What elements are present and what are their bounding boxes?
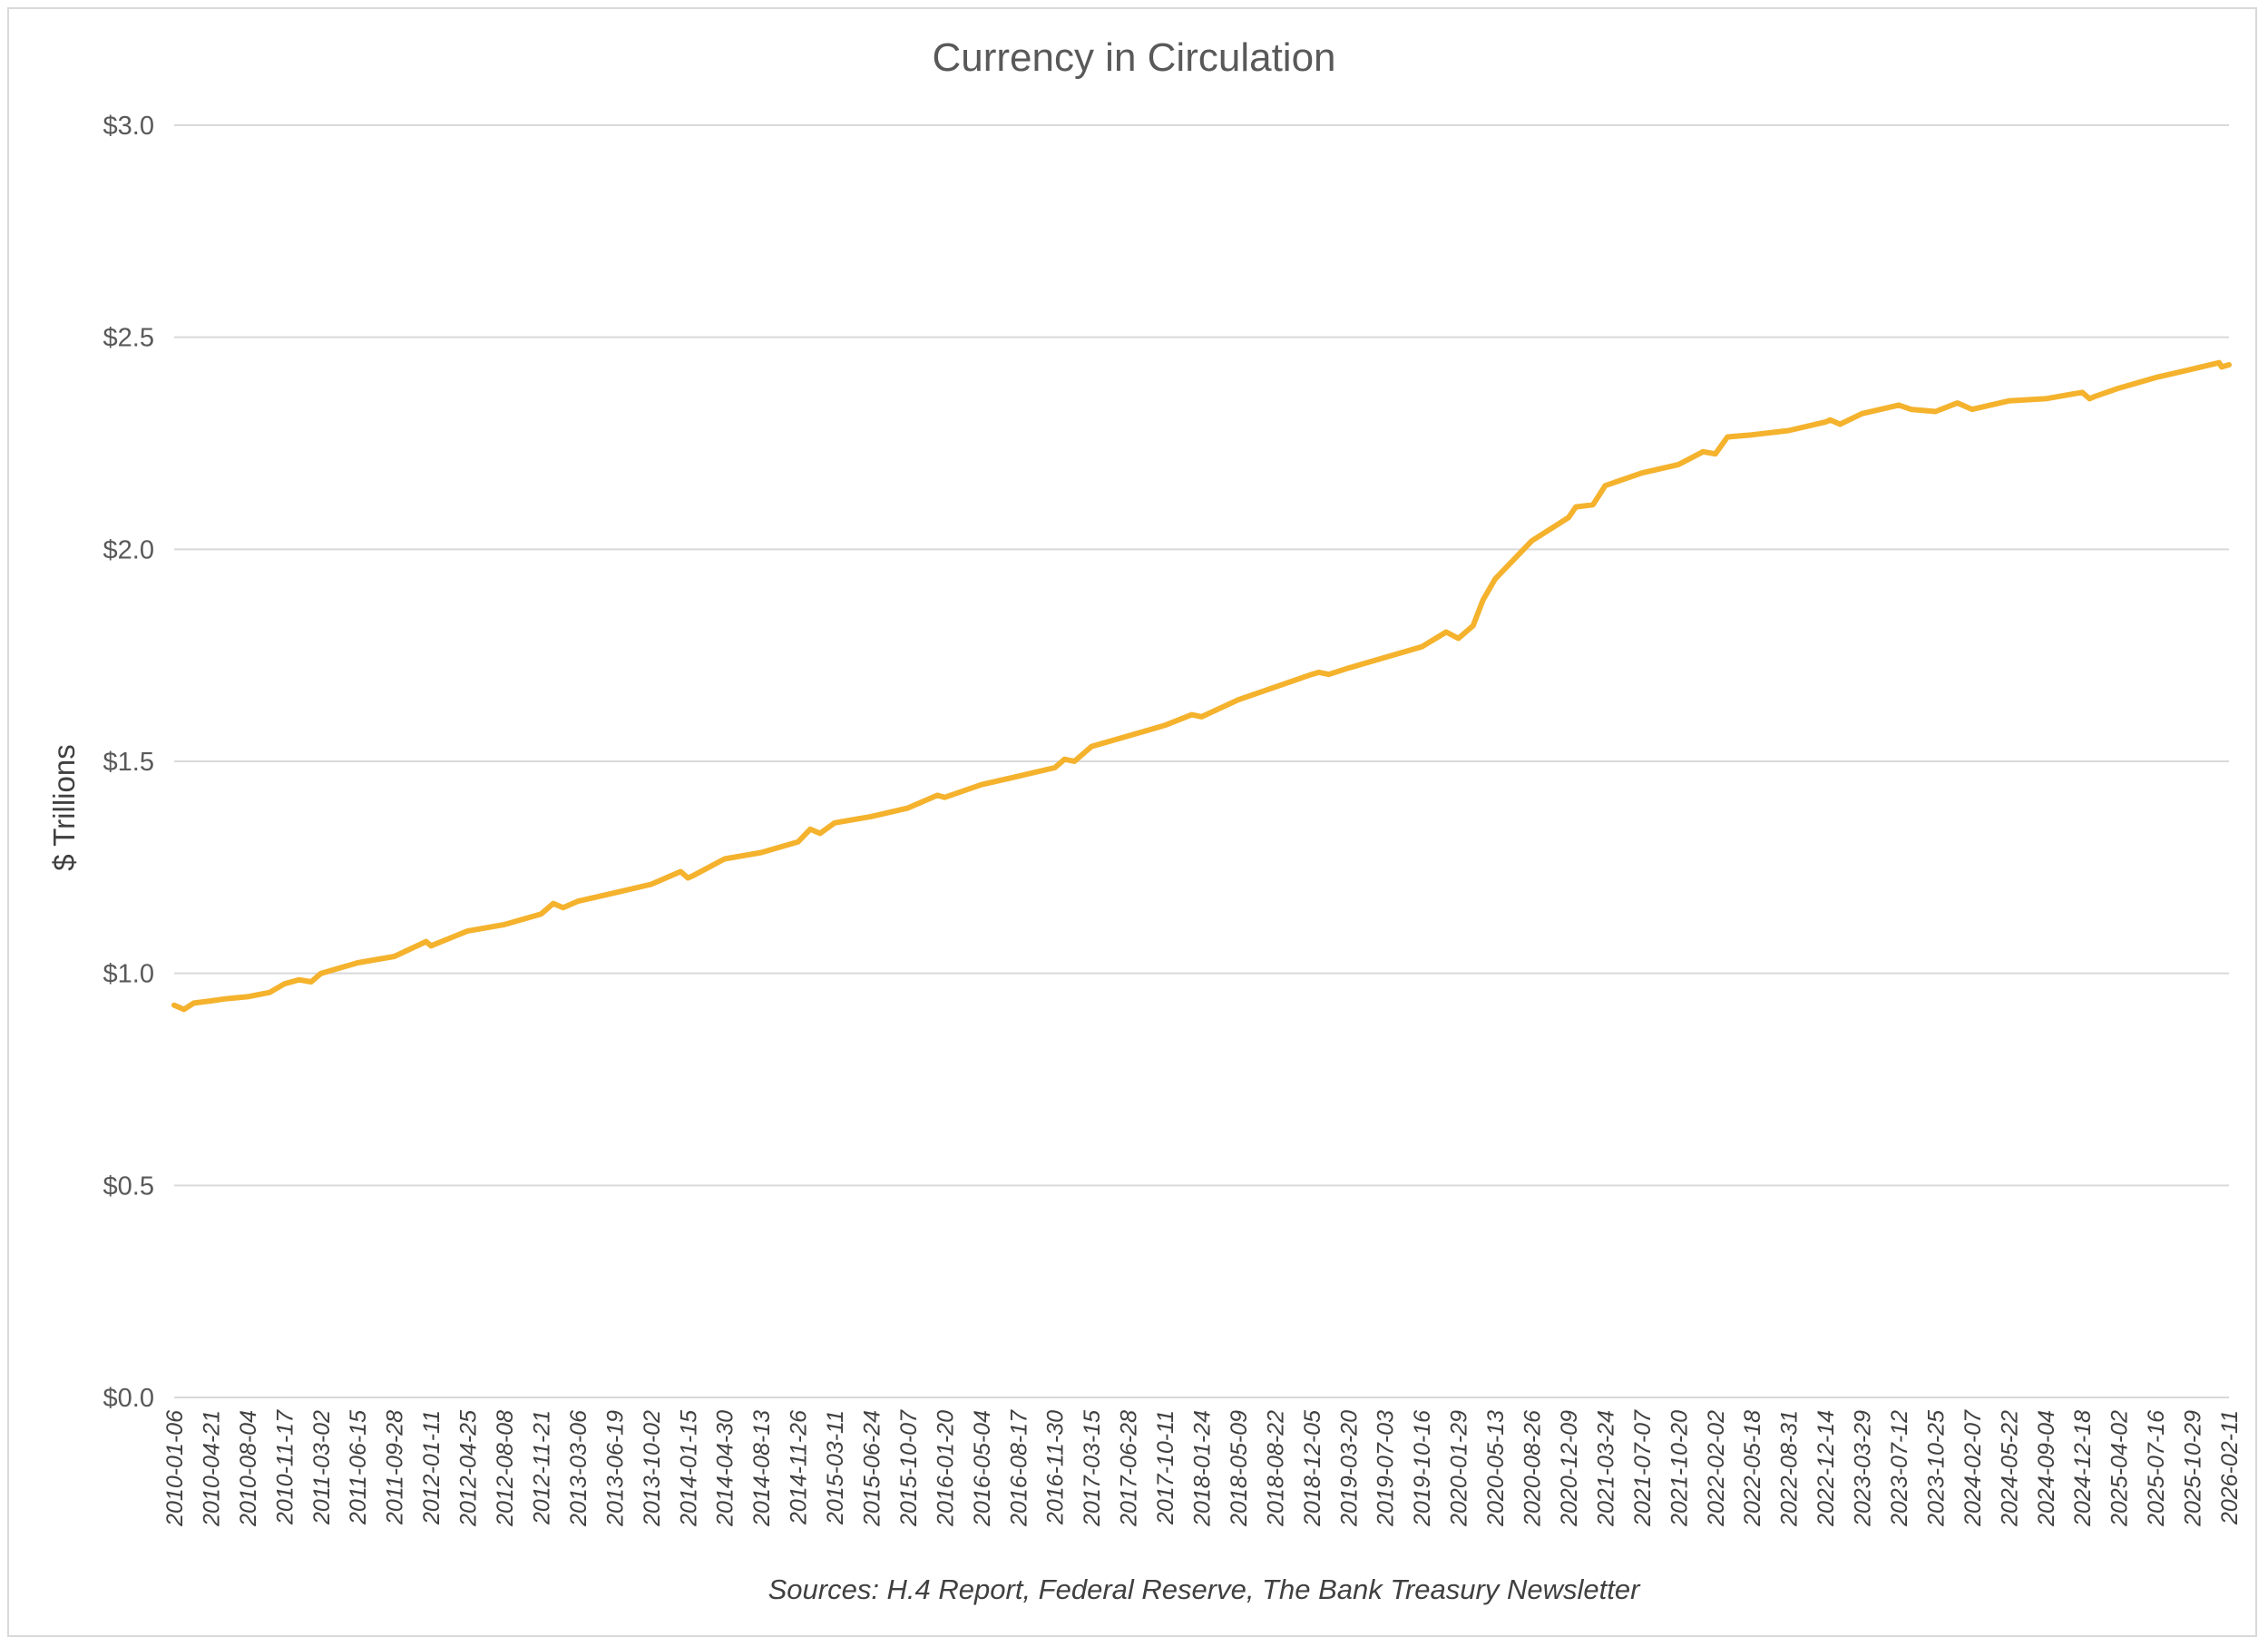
x-tick-label: 2016-08-17 bbox=[1006, 1409, 1031, 1527]
y-tick-label: $2.5 bbox=[103, 324, 154, 353]
x-tick-label: 2022-08-31 bbox=[1777, 1410, 1803, 1527]
x-tick-label: 2013-06-19 bbox=[602, 1410, 628, 1527]
x-tick-label: 2023-10-25 bbox=[1923, 1410, 1949, 1527]
x-tick-label: 2010-04-21 bbox=[199, 1410, 224, 1527]
y-tick-label: $1.0 bbox=[103, 960, 154, 989]
series-line bbox=[171, 359, 2232, 1013]
x-tick-label: 2011-06-15 bbox=[346, 1410, 371, 1525]
x-tick-label: 2014-11-26 bbox=[787, 1410, 812, 1525]
x-tick-label: 2025-07-16 bbox=[2144, 1410, 2169, 1527]
x-tick-label: 2015-06-24 bbox=[859, 1410, 885, 1527]
x-tick-label: 2016-11-30 bbox=[1043, 1410, 1069, 1525]
y-tick-label: $3.0 bbox=[103, 112, 154, 141]
x-tick-label: 2019-10-16 bbox=[1410, 1410, 1435, 1527]
x-tick-label: 2016-05-04 bbox=[970, 1410, 995, 1527]
x-tick-label: 2026-02-11 bbox=[2217, 1410, 2243, 1525]
x-tick-label: 2017-10-11 bbox=[1153, 1410, 1178, 1525]
x-tick-label: 2012-08-08 bbox=[493, 1410, 518, 1527]
x-tick-label: 2015-03-11 bbox=[823, 1410, 848, 1525]
x-tick-label: 2019-07-03 bbox=[1374, 1410, 1399, 1527]
x-tick-label: 2022-12-14 bbox=[1813, 1410, 1839, 1527]
y-tick-label: $1.5 bbox=[103, 748, 154, 777]
x-tick-label: 2025-04-02 bbox=[2107, 1410, 2133, 1527]
x-tick-label: 2014-08-13 bbox=[749, 1410, 775, 1527]
y-axis-label: $ Trillions bbox=[47, 744, 81, 870]
y-tick-label: $2.0 bbox=[103, 535, 154, 564]
x-tick-label: 2010-08-04 bbox=[236, 1410, 261, 1527]
x-tick-label: 2011-03-02 bbox=[309, 1410, 335, 1525]
x-tick-label: 2014-04-30 bbox=[713, 1410, 738, 1527]
x-tick-label: 2010-11-17 bbox=[272, 1409, 298, 1525]
x-tick-label: 2023-07-12 bbox=[1887, 1410, 1912, 1527]
series-layer bbox=[171, 359, 2232, 1013]
x-tick-label: 2025-10-29 bbox=[2181, 1410, 2206, 1527]
x-tick-label: 2016-01-20 bbox=[933, 1410, 958, 1527]
y-tick-label: $0.0 bbox=[103, 1384, 154, 1413]
x-axis-ticks: 2010-01-06 2010-04-21 2010-08-04 2010-11-17… bbox=[162, 1409, 2243, 1527]
x-tick-label: 2020-05-13 bbox=[1483, 1410, 1509, 1527]
x-tick-label: 2020-12-09 bbox=[1557, 1410, 1582, 1527]
x-tick-label: 2018-08-22 bbox=[1263, 1410, 1288, 1527]
x-tick-label: 2017-06-28 bbox=[1117, 1410, 1142, 1527]
chart-frame: Currency in Circulation $0.0 $0.5 $1.0 $1.5… bbox=[7, 7, 2257, 1637]
x-tick-label: 2020-08-26 bbox=[1520, 1410, 1546, 1527]
x-tick-label: 2021-10-20 bbox=[1667, 1410, 1692, 1527]
x-tick-label: 2024-09-04 bbox=[2034, 1410, 2059, 1527]
y-tick-label: $0.5 bbox=[103, 1172, 154, 1201]
gridlines bbox=[174, 124, 2229, 1398]
x-tick-label: 2014-01-15 bbox=[676, 1410, 701, 1527]
x-tick-label: 2020-01-29 bbox=[1447, 1410, 1472, 1527]
chart-title: Currency in Circulation bbox=[932, 35, 1335, 80]
x-tick-label: 2018-05-09 bbox=[1227, 1410, 1252, 1527]
x-tick-label: 2018-12-05 bbox=[1300, 1410, 1325, 1527]
x-tick-label: 2024-12-18 bbox=[2070, 1410, 2096, 1527]
x-tick-label: 2013-03-06 bbox=[566, 1410, 591, 1527]
x-tick-label: 2024-02-07 bbox=[1960, 1409, 1986, 1527]
x-tick-label: 2015-10-07 bbox=[896, 1409, 922, 1527]
x-tick-label: 2021-03-24 bbox=[1593, 1410, 1618, 1527]
x-tick-label: 2013-10-02 bbox=[640, 1410, 665, 1527]
x-tick-label: 2022-02-02 bbox=[1704, 1410, 1729, 1527]
x-tick-label: 2019-03-20 bbox=[1336, 1410, 1362, 1527]
x-tick-label: 2012-01-11 bbox=[419, 1410, 445, 1525]
x-tick-label: 2010-01-06 bbox=[162, 1410, 188, 1527]
x-tick-label: 2012-11-21 bbox=[529, 1410, 554, 1525]
x-tick-label: 2012-04-25 bbox=[456, 1410, 482, 1527]
x-tick-label: 2011-09-28 bbox=[383, 1410, 408, 1525]
x-tick-label: 2017-03-15 bbox=[1080, 1410, 1105, 1527]
chart-svg: Currency in Circulation $0.0 $0.5 $1.0 $1.5… bbox=[47, 35, 2243, 1605]
x-tick-label: 2024-05-22 bbox=[1997, 1410, 2022, 1527]
x-tick-label: 2021-07-07 bbox=[1630, 1409, 1656, 1527]
y-axis-ticks: $0.0 $0.5 $1.0 $1.5 $2.0 $2.5 $3.0 bbox=[103, 112, 154, 1413]
x-tick-label: 2018-01-24 bbox=[1190, 1410, 1216, 1527]
x-tick-label: 2023-03-29 bbox=[1851, 1410, 1876, 1527]
chart-source-note: Sources: H.4 Report, Federal Reserve, Th… bbox=[768, 1573, 1641, 1605]
x-tick-label: 2022-05-18 bbox=[1740, 1410, 1765, 1527]
